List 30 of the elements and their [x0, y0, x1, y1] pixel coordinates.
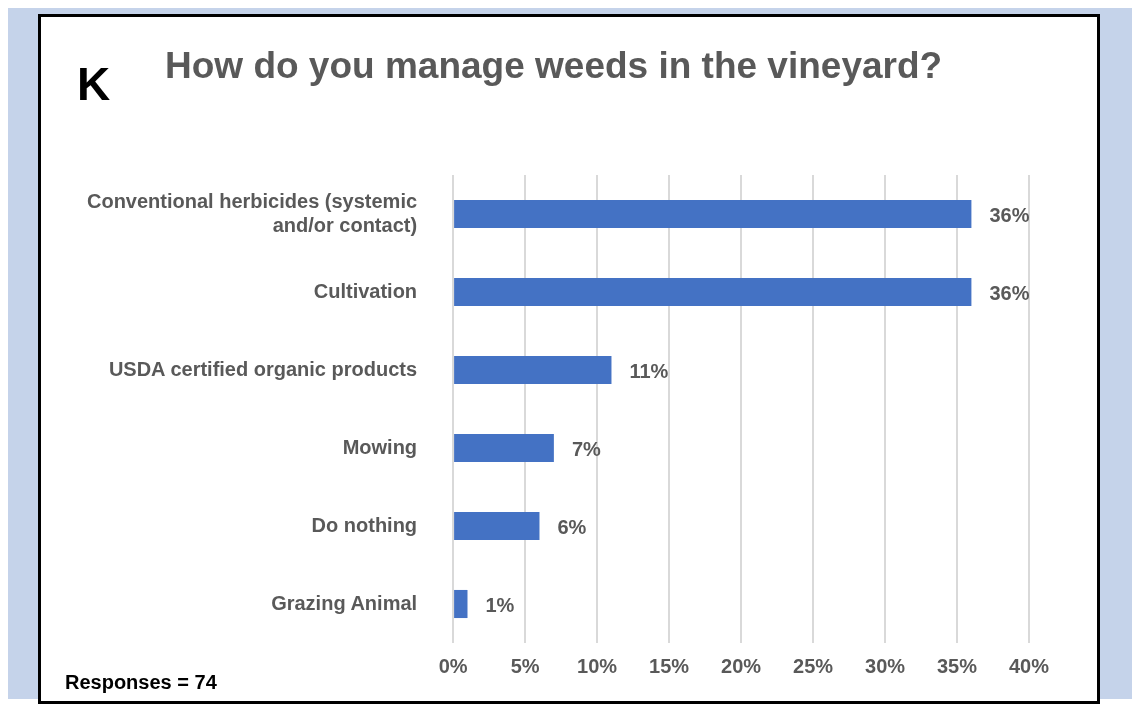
y-tick-label: USDA certified organic products — [108, 357, 418, 380]
bar — [454, 433, 554, 463]
x-tick-label: 40% — [1008, 654, 1050, 677]
x-tick-label: 30% — [865, 654, 906, 677]
bar — [454, 589, 468, 619]
bar — [454, 511, 540, 541]
data-label: 6% — [557, 515, 587, 538]
y-tick-label: Cultivation — [313, 279, 418, 302]
x-tick-label: 15% — [649, 654, 690, 677]
x-tick-label: 10% — [577, 654, 618, 677]
x-tick-label: 5% — [510, 654, 540, 677]
data-label: 11% — [629, 359, 669, 382]
y-tick-label: Conventional herbicides (systemic and/or contact) — [86, 189, 418, 236]
data-label: 36% — [989, 203, 1030, 226]
y-tick-label: Grazing Animal — [271, 591, 418, 614]
text: Responses = 74 — [65, 671, 217, 694]
bar — [454, 355, 612, 385]
text: K — [77, 57, 111, 111]
x-tick-label: 20% — [721, 654, 762, 677]
y-tick-label: Do nothing — [311, 513, 418, 536]
x-tick-label: 35% — [937, 654, 978, 677]
data-label: 7% — [571, 437, 601, 460]
data-label: 36% — [989, 281, 1030, 304]
data-label: 1% — [485, 593, 515, 616]
chart-title: How do you manage weeds in the vineyard? — [165, 45, 943, 87]
x-tick-label: 0% — [438, 654, 468, 677]
x-tick-label: 25% — [793, 654, 834, 677]
bar — [454, 277, 972, 307]
y-tick-label: Mowing — [342, 435, 418, 458]
bar — [454, 199, 972, 229]
